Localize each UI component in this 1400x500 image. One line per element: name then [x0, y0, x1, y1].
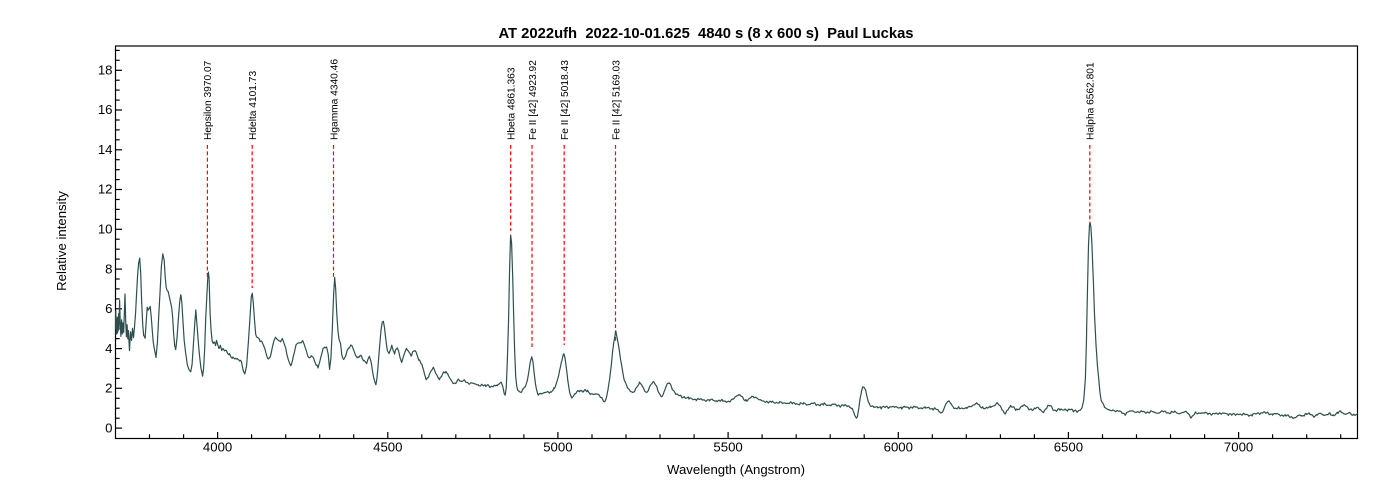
svg-text:0: 0: [105, 420, 112, 435]
svg-text:5500: 5500: [713, 440, 742, 455]
svg-text:16: 16: [98, 102, 113, 117]
svg-text:Halpha 6562.801: Halpha 6562.801: [1086, 62, 1097, 140]
svg-text:10: 10: [98, 222, 113, 237]
svg-text:8: 8: [105, 261, 112, 276]
svg-text:2: 2: [105, 381, 112, 396]
svg-text:Hdelta 4101.73: Hdelta 4101.73: [248, 71, 259, 140]
svg-text:4000: 4000: [203, 440, 232, 455]
svg-text:Relative intensity: Relative intensity: [54, 191, 69, 291]
svg-text:4: 4: [105, 341, 112, 356]
svg-text:14: 14: [98, 142, 113, 157]
svg-text:7000: 7000: [1224, 440, 1253, 455]
svg-text:Fe II [42] 5018.43: Fe II [42] 5018.43: [560, 60, 571, 140]
svg-text:6500: 6500: [1054, 440, 1083, 455]
svg-text:18: 18: [98, 63, 113, 78]
svg-text:4500: 4500: [373, 440, 402, 455]
svg-text:AT 2022ufh 2022-10-01.625 48: AT 2022ufh 2022-10-01.625 4840 s (8 x 60…: [498, 26, 913, 42]
svg-text:Wavelength (Angstrom): Wavelength (Angstrom): [667, 462, 805, 477]
svg-text:6000: 6000: [884, 440, 913, 455]
svg-text:Hbeta 4861.363: Hbeta 4861.363: [507, 67, 518, 140]
svg-text:Hepsilon 3970.07: Hepsilon 3970.07: [203, 60, 214, 140]
svg-text:6: 6: [105, 301, 112, 316]
svg-text:Hgamma 4340.46: Hgamma 4340.46: [329, 59, 340, 140]
svg-text:Fe II [42] 4923.92: Fe II [42] 4923.92: [528, 60, 539, 140]
svg-text:5000: 5000: [543, 440, 572, 455]
svg-text:12: 12: [98, 182, 113, 197]
svg-text:Fe II [42] 5169.03: Fe II [42] 5169.03: [611, 60, 622, 140]
